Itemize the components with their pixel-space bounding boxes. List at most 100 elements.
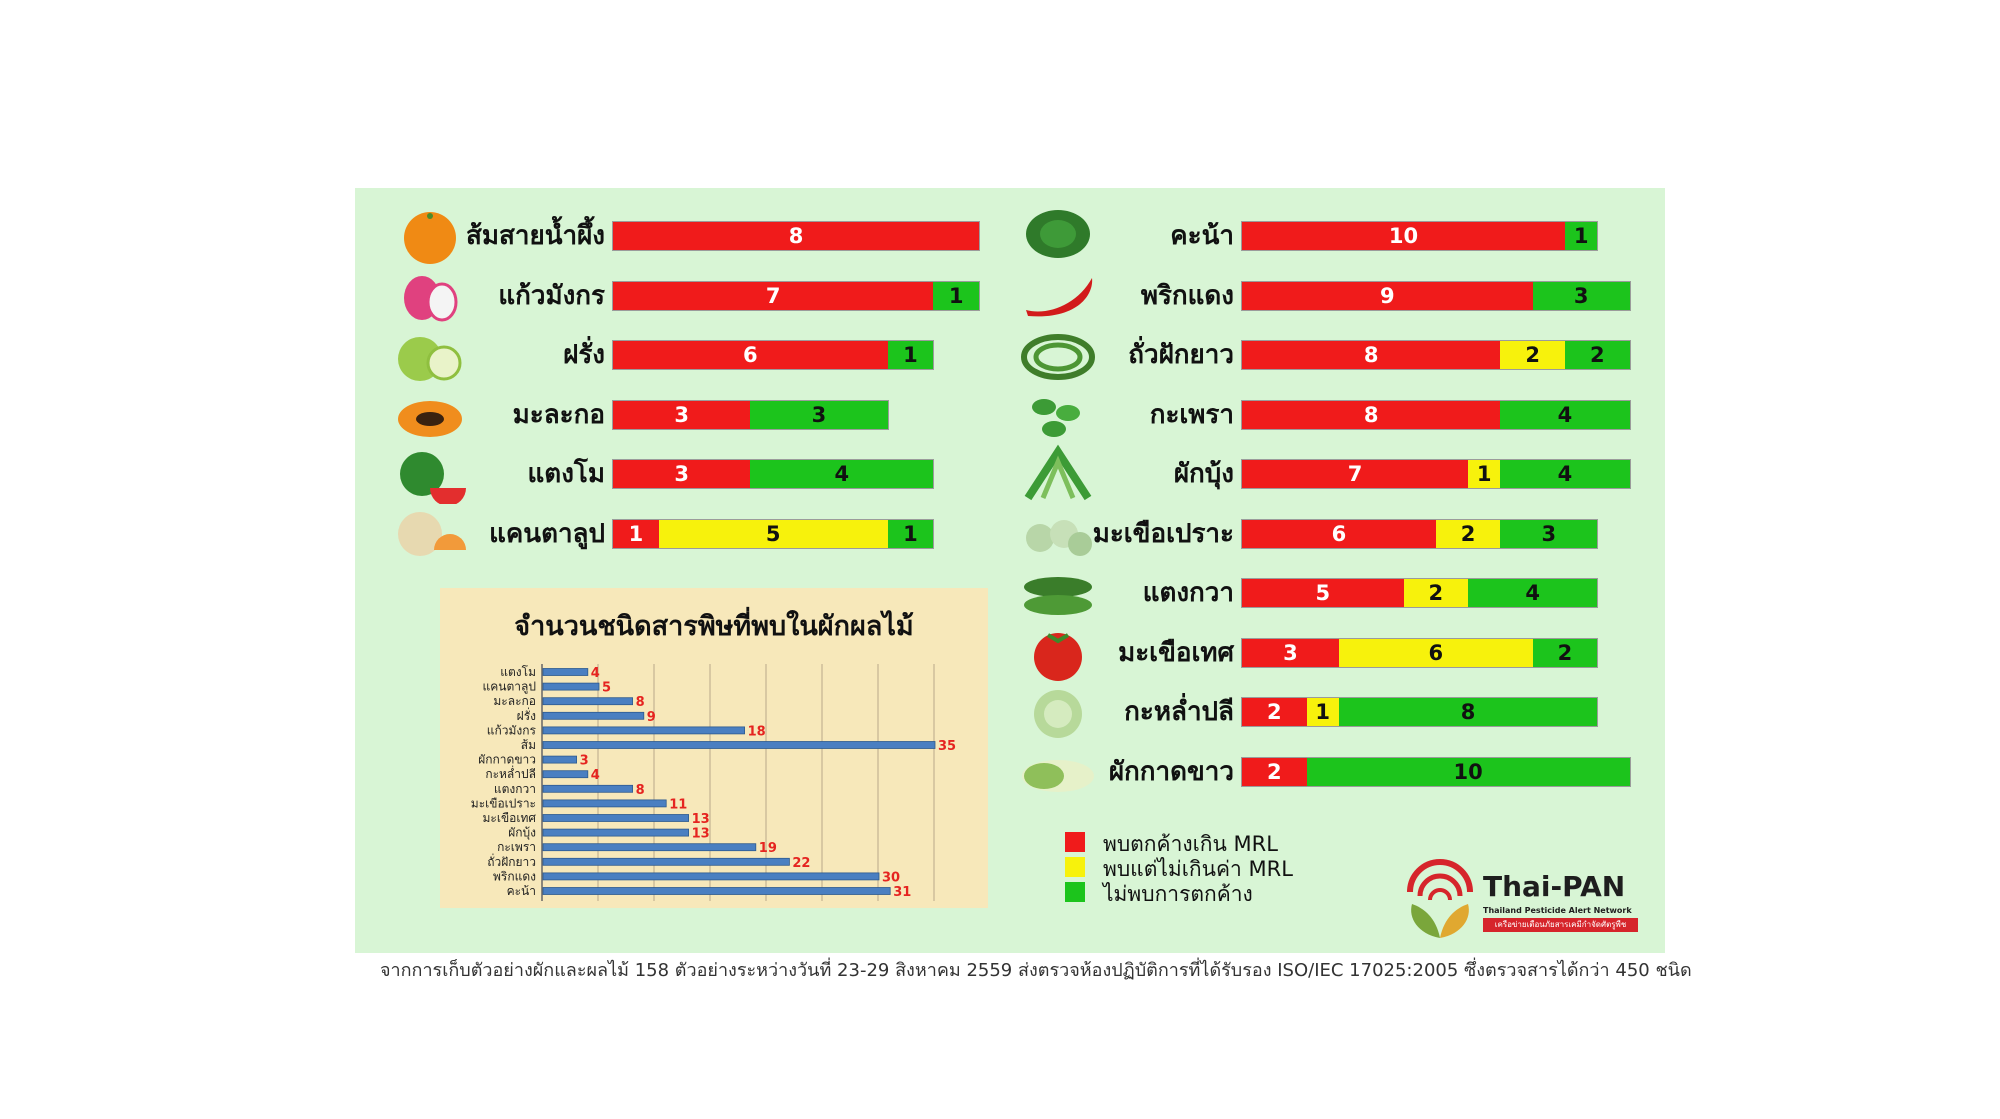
bar [542,872,880,881]
toxin-count-plot: แตงโม 4 แคนตาลูป 5 มะละกอ 8 ฝรั่ง 9 แก้วมังกร 18 ส… [471,664,956,901]
category-label: ส้ม [521,738,536,752]
tomato-icon [1018,621,1098,683]
basil-icon [1018,383,1098,445]
chili-icon [1018,264,1098,326]
legend-swatch-green [1065,882,1085,902]
bar [542,682,600,691]
value-label: 5 [602,681,611,696]
bar-segment-exceed: 3 [613,460,751,488]
bar [542,799,667,808]
thai-eggplant-icon [1018,502,1098,564]
legend-swatch-red [1065,832,1085,852]
category-label: แก้วมังกร [487,723,537,737]
bar-segment-none: 1 [887,341,934,369]
bar [542,784,633,793]
category-label: กะเพรา [1149,399,1234,430]
category-label: มะเขือเทศ [483,811,537,825]
category-label: คะน้า [1170,221,1234,251]
bar-segment-none: 1 [1565,222,1598,250]
value-label: 30 [882,870,900,885]
category-label: ฝรั่ง [517,707,536,723]
stacked-bar: 10 1 [1242,222,1598,250]
value-label: 18 [748,724,766,739]
category-label: มะเขือเทศ [1118,637,1234,668]
logo-thai-tagline: เครือข่ายเตือนภัยสารเคมีกำจัดศัตรูพืช [1483,918,1638,932]
bar-segment-none: 10 [1306,757,1630,786]
cabbage-icon [1018,680,1098,742]
bar-segment-within: 1 [1306,698,1339,726]
value-label: 8 [636,695,645,710]
bar-segment-exceed: 8 [1242,400,1501,429]
bar-segment-exceed: 5 [1242,579,1404,607]
category-label: แตงโม [527,459,605,489]
value-label: 31 [893,885,911,900]
bar [542,843,757,852]
bar [542,726,746,735]
legend-label-none: ไม่พบการตกค้าง [1103,882,1253,906]
cantaloupe-icon [390,502,470,564]
legend-label-within: พบแต่ไม่เกินค่า MRL [1103,857,1293,881]
thai-pan-logo: Thai-PAN Thailand Pesticide Alert Networ… [1398,858,1638,942]
bar-segment-exceed: 1 [613,519,659,548]
category-label: ผักบุ้ง [1173,459,1234,489]
category-label: ฝรั่ง [563,340,605,370]
watermelon-icon [390,442,470,506]
value-label: 8 [636,783,645,798]
bar-segment-none: 4 [1468,579,1598,607]
bar-segment-none: 4 [1500,460,1630,488]
bar-segment-within: 1 [1468,460,1501,488]
bar [542,857,790,866]
value-label: 19 [759,841,777,856]
legend-label-exceed: พบตกค้างเกิน MRL [1103,832,1278,856]
value-label: 13 [692,812,710,827]
category-label: แตงโม [500,665,536,679]
bar [542,711,645,720]
cucumber-icon [1018,561,1098,623]
stacked-bar: 8 [613,222,979,250]
bar-segment-none: 1 [933,281,979,310]
category-label: คะน้า [507,884,536,898]
category-label: ผักกาดขาว [478,753,536,767]
bar-segment-none: 2 [1532,638,1598,667]
value-label: 9 [647,710,656,725]
bar-segment-none: 3 [1532,281,1630,310]
bar-segment-none: 3 [1500,519,1598,548]
bar-segment-none: 2 [1564,341,1630,369]
bar-segment-within: 2 [1435,519,1501,548]
category-label: แก้วมังกร [498,280,605,311]
logo-title: Thai-PAN [1483,870,1626,903]
bar [542,828,690,837]
bar-segment-exceed: 9 [1242,281,1533,310]
kale-icon [1018,204,1098,266]
bar-segment-exceed: 6 [613,341,888,369]
bar-segment-exceed: 8 [613,222,979,250]
bar-segment-none: 8 [1338,698,1598,726]
footnote: จากการเก็บตัวอย่างผักและผลไม้ 158 ตัวอย่… [380,960,1692,981]
papaya-icon [390,383,470,445]
bar [542,887,891,895]
inset-chart-title: จำนวนชนิดสารพิษที่พบในผักผลไม้ [514,611,914,642]
category-label: ถั่วฝักยาว [487,853,536,869]
bar-segment-exceed: 7 [1242,460,1469,488]
bar-segment-within: 2 [1500,341,1565,369]
category-label: มะเขือเปราะ [471,796,536,810]
value-label: 35 [938,739,956,754]
bar-segment-exceed: 7 [613,281,934,310]
category-label: ผักบุ้ง [508,826,536,841]
bar [542,697,633,706]
value-label: 13 [692,827,710,842]
category-label: กะเพรา [497,840,536,854]
bar-segment-exceed: 10 [1242,222,1565,250]
bar [542,814,690,822]
legend-swatch-yellow [1065,857,1085,877]
category-label: พริกแดง [493,869,536,883]
value-label: 4 [591,768,600,783]
category-label: พริกแดง [1140,280,1234,311]
bar-segment-exceed: 2 [1242,757,1307,786]
